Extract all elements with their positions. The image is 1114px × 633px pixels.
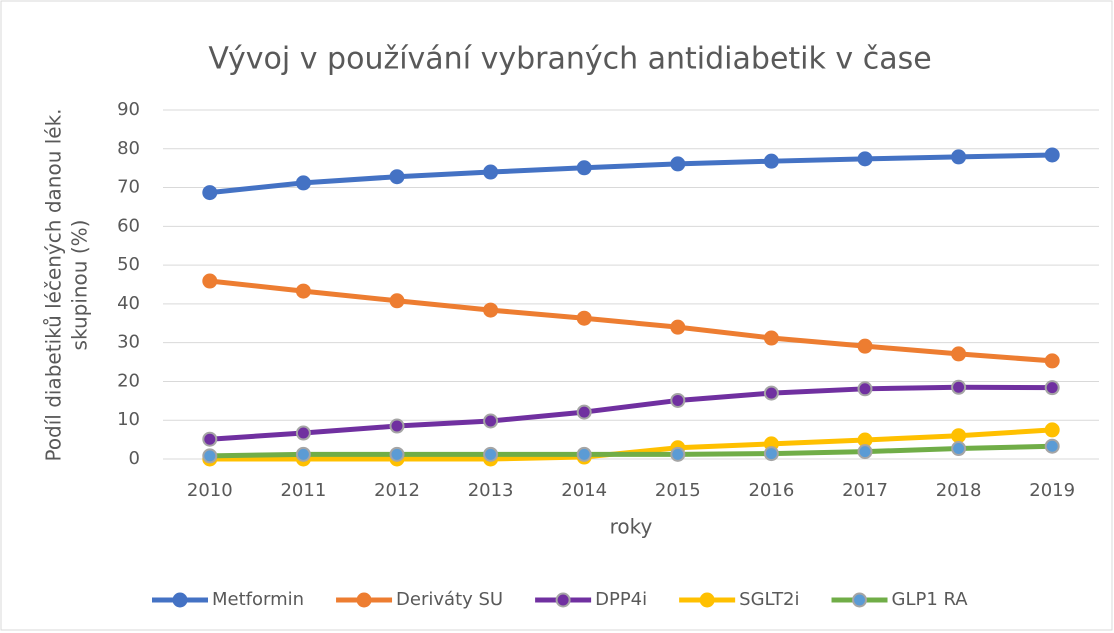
marker — [670, 319, 686, 335]
legend-label: SGLT2i — [739, 589, 799, 610]
series-line — [209, 278, 1053, 364]
y-tick-label: 60 — [117, 215, 140, 236]
marker — [763, 385, 779, 401]
x-tick-label: 2016 — [748, 480, 794, 501]
y-tick-label: 90 — [117, 99, 140, 120]
y-tick-label: 40 — [117, 293, 140, 314]
marker — [1044, 380, 1060, 396]
marker — [389, 446, 405, 462]
series-line — [209, 384, 1053, 442]
marker — [951, 149, 967, 165]
marker — [857, 381, 873, 397]
legend-marker — [555, 592, 571, 608]
marker — [576, 310, 592, 326]
y-axis-title-line: skupinou (%) — [68, 220, 92, 351]
x-tick-label: 2012 — [374, 480, 420, 501]
y-tick-label: 0 — [129, 448, 140, 469]
marker — [763, 153, 779, 169]
marker — [857, 151, 873, 167]
marker — [1044, 422, 1060, 438]
x-tick-label: 2018 — [936, 480, 982, 501]
marker — [1044, 438, 1060, 454]
marker — [951, 441, 967, 457]
marker — [857, 444, 873, 460]
marker — [576, 446, 592, 462]
marker — [483, 446, 499, 462]
marker — [202, 448, 218, 464]
x-tick-label: 2011 — [280, 480, 326, 501]
x-tick-label: 2014 — [561, 480, 607, 501]
marker — [202, 185, 218, 201]
x-tick-label: 2019 — [1029, 480, 1075, 501]
marker — [951, 346, 967, 362]
marker — [763, 446, 779, 462]
marker — [295, 425, 311, 441]
marker — [295, 446, 311, 462]
x-axis-title: roky — [610, 515, 653, 539]
y-axis-title: Podíl diabetiků léčených danou lék. skup… — [42, 108, 92, 461]
y-tick-label: 20 — [117, 370, 140, 391]
marker — [857, 338, 873, 354]
marker — [295, 283, 311, 299]
legend-label: Metformin — [212, 589, 304, 610]
y-tick-label: 30 — [117, 332, 140, 353]
x-tick-label: 2013 — [468, 480, 514, 501]
y-tick-label: 10 — [117, 409, 140, 430]
legend-label: DPP4i — [595, 589, 647, 610]
legend-marker — [172, 592, 188, 608]
x-tick-label: 2015 — [655, 480, 701, 501]
marker — [483, 302, 499, 318]
marker — [295, 175, 311, 191]
legend-marker — [356, 592, 372, 608]
y-axis-title-line: Podíl diabetiků léčených danou lék. — [42, 108, 66, 461]
marker — [483, 164, 499, 180]
legend-marker — [699, 592, 715, 608]
chart-title: Vývoj v používání vybraných antidiabetik… — [208, 42, 931, 77]
marker — [202, 431, 218, 447]
marker — [670, 156, 686, 172]
marker — [576, 404, 592, 420]
marker — [670, 446, 686, 462]
marker — [763, 330, 779, 346]
marker — [951, 379, 967, 395]
marker — [670, 392, 686, 408]
series-line — [209, 152, 1053, 196]
y-tick-label: 50 — [117, 254, 140, 275]
legend-marker — [852, 592, 868, 608]
marker — [202, 273, 218, 289]
marker — [483, 413, 499, 429]
legend-label: GLP1 RA — [892, 589, 969, 610]
marker — [389, 293, 405, 309]
marker — [389, 418, 405, 434]
y-tick-label: 70 — [117, 177, 140, 198]
marker — [576, 160, 592, 176]
marker — [1044, 353, 1060, 369]
x-tick-label: 2017 — [842, 480, 888, 501]
x-tick-label: 2010 — [187, 480, 233, 501]
marker — [951, 428, 967, 444]
series-line — [209, 443, 1053, 459]
marker — [1044, 147, 1060, 163]
marker — [389, 169, 405, 185]
y-tick-label: 80 — [117, 138, 140, 159]
legend-label: Deriváty SU — [396, 589, 503, 610]
